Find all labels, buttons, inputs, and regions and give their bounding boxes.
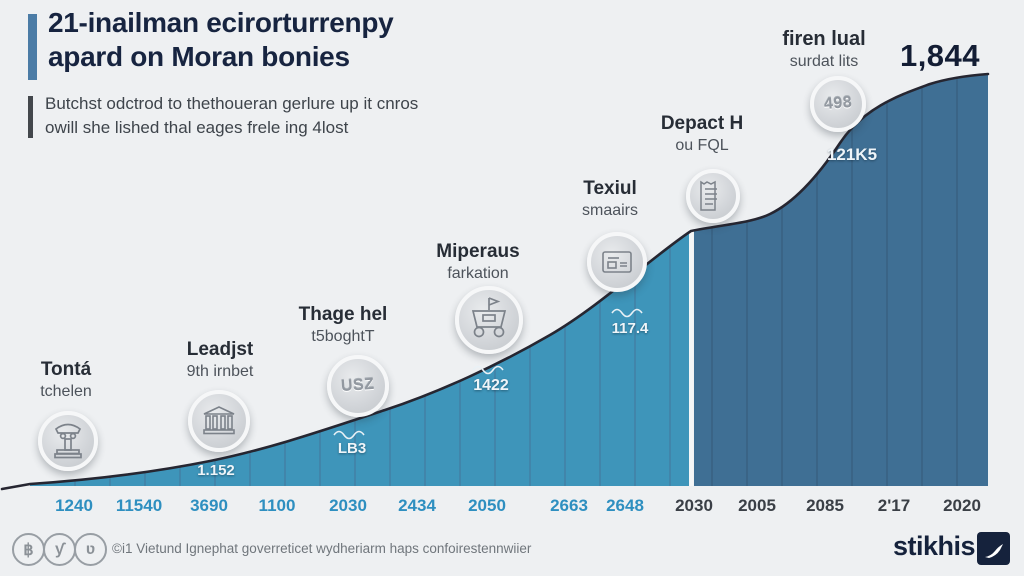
milestone-6-circle	[686, 169, 740, 223]
milestone-1-title: Tontá	[40, 359, 92, 380]
social-glyph: ฿	[23, 541, 34, 559]
page-title: 21-inailman ecirorturrenpy apard on Mora…	[48, 6, 608, 74]
section-divider	[689, 229, 694, 486]
certificate-icon	[700, 180, 717, 211]
title-accent-bar	[28, 14, 37, 80]
social-icon-3: ʋ	[74, 533, 107, 566]
milestone-6-label: Depact H ou FQL	[617, 112, 787, 156]
page-subtitle: Butchst odctrod to thethoueran gerlure u…	[45, 92, 565, 140]
milestone-4-label: Miperaus farkation	[393, 240, 563, 284]
card-icon	[602, 251, 632, 273]
milestone-1-circle	[38, 411, 98, 471]
usz-badge-icon: USZ	[340, 375, 376, 396]
final-value: 1,844	[899, 38, 981, 73]
social-icon-1: ฿	[12, 533, 45, 566]
milestone-4-subtitle: farkation	[447, 265, 509, 282]
milestone-5-label: Texiul smaairs	[525, 177, 695, 221]
value-annotation-4: 117.4	[611, 320, 649, 337]
axis-label-5: 2030	[329, 496, 367, 515]
value-annotation-2: LB3	[337, 440, 367, 457]
milestone-6-subtitle: ou FQL	[675, 137, 729, 154]
footer-note: ©i1 Vietund Ignephat goverreticet wydher…	[112, 541, 532, 556]
milestone-3-title: Thage hel	[298, 304, 388, 325]
milestone-5-title: Texiul	[583, 178, 637, 199]
milestone-2-title: Leadjst	[186, 339, 254, 360]
milestone-7-subtitle: surdat lits	[789, 53, 859, 70]
page-title-line2: apard on Moran bonies	[48, 41, 350, 72]
page-subtitle-line2: owill she lished thal eages frele ing 4l…	[45, 118, 349, 137]
milestone-2-circle	[188, 390, 250, 452]
social-glyph: ƴ	[55, 540, 64, 558]
milestone-7-title: firen lual	[782, 28, 866, 50]
page-title-line1: 21-inailman ecirorturrenpy	[48, 7, 394, 38]
axis-label-10: 2030	[675, 496, 713, 515]
axis-label-14: 2020	[943, 496, 981, 515]
milestone-3-circle: USZ	[327, 355, 389, 417]
milestone-5-circle	[587, 232, 647, 292]
podium-icon	[54, 423, 82, 459]
milestone-4-circle	[455, 286, 523, 354]
milestone-4-title: Miperaus	[436, 241, 520, 262]
value-annotation-3: 1422	[473, 377, 509, 394]
milestone-7-label: firen lual surdat lits	[739, 28, 909, 72]
page-subtitle-line1: Butchst odctrod to thethoueran gerlure u…	[45, 94, 419, 113]
value-annotation-1: 1.152	[197, 462, 235, 479]
quill-icon	[984, 543, 1003, 558]
axis-label-2: 11540	[115, 496, 163, 515]
social-icon-2: ƴ	[43, 533, 76, 566]
axis-label-12: 2085	[806, 496, 844, 515]
bank-icon	[203, 406, 235, 435]
milestone-2-subtitle: 9th irnbet	[186, 363, 254, 380]
axis-label-11: 2005	[738, 496, 776, 515]
milestone-7-circle: 498	[810, 76, 866, 132]
value-annotation-5: 121K5	[826, 145, 878, 164]
social-glyph: ʋ	[85, 540, 96, 558]
milestone-3-subtitle: t5boghtT	[311, 328, 375, 345]
area-fill-left	[30, 231, 691, 486]
axis-label-8: 2663	[550, 496, 588, 515]
milestone-5-subtitle: smaairs	[581, 202, 638, 219]
milestone-1-subtitle: tchelen	[40, 383, 92, 400]
subtitle-accent-bar	[28, 96, 33, 138]
squiggle-icon	[611, 308, 643, 318]
milestone-2-label: Leadjst 9th irnbet	[135, 338, 305, 382]
axis-label-13: 2'17	[877, 496, 911, 515]
axis-label-1: 1240	[55, 496, 93, 515]
milestone-1-label: Tontá tchelen	[0, 358, 151, 402]
milestone-6-title: Depact H	[660, 113, 744, 134]
axis-label-6: 2434	[398, 496, 436, 515]
milestone-3-label: Thage hel t5boghtT	[258, 303, 428, 347]
coin-498-icon: 498	[823, 94, 853, 113]
axis-label-9: 2648	[606, 496, 644, 515]
brand-logo	[977, 532, 1010, 565]
squiggle-icon	[472, 365, 504, 375]
area-fill-right	[694, 74, 988, 486]
axis-label-7: 2050	[468, 496, 506, 515]
squiggle-icon	[333, 430, 365, 440]
axis-label-3: 3690	[190, 496, 228, 515]
machine-icon	[471, 297, 507, 338]
axis-label-4: 1100	[258, 496, 296, 515]
brand-wordmark: stikhis	[892, 531, 976, 561]
